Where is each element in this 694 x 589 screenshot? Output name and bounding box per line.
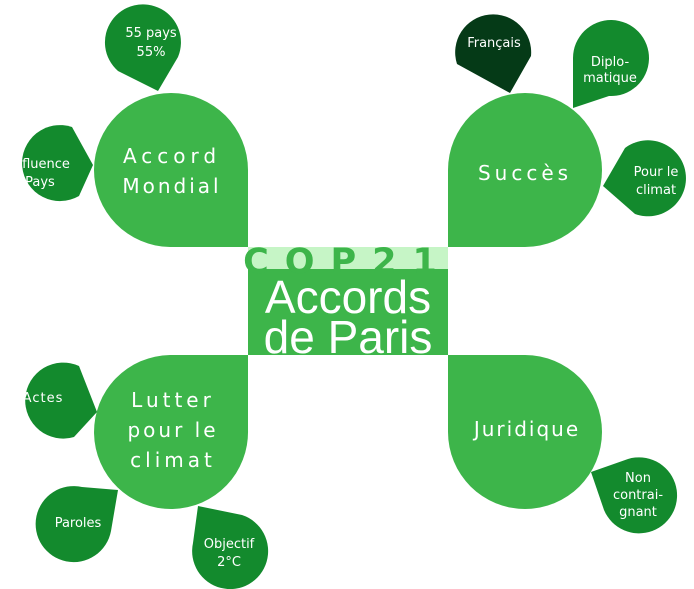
branch-accord-label-1: Accord — [123, 144, 221, 168]
leaf-55-pays-label-2: 55% — [137, 45, 166, 60]
leaf-diplomatique-shape — [573, 20, 649, 108]
leaf-influence-pays: Influence Pays — [10, 125, 93, 202]
branch-accord-label-2: Mondial — [122, 174, 221, 198]
leaf-55-pays-label-1: 55 pays — [125, 26, 177, 41]
branch-juridique: Juridique — [448, 355, 602, 509]
leaf-francais-label: Français — [467, 36, 521, 51]
leaf-influence-label-2: Pays — [25, 175, 55, 190]
branch-lutter-label-2: pour le — [127, 418, 218, 442]
center-title: COP21 — [243, 242, 453, 282]
leaf-paroles-shape — [35, 486, 118, 563]
leaf-diplomatique-label-1: Diplo- — [591, 55, 630, 70]
leaf-objectif-label-1: Objectif — [204, 537, 255, 552]
leaf-objectif: Objectif 2°C — [192, 506, 269, 589]
branch-lutter-label-1: Lutter — [131, 388, 215, 412]
branch-accord-shape — [94, 93, 249, 248]
leaf-non-contraignant: Non contrai- gnant — [591, 457, 678, 534]
branch-juridique-shape — [448, 355, 602, 509]
leaf-actes: Actes — [23, 362, 97, 439]
center-title-band — [248, 247, 448, 269]
branch-juridique-label: Juridique — [472, 417, 580, 441]
leaf-diplomatique-label-2: matique — [583, 71, 637, 86]
leaf-objectif-shape — [192, 506, 269, 589]
leaf-non-contraignant-label-3: gnant — [619, 505, 657, 520]
leaf-pour-le-climat: Pour le climat — [603, 140, 686, 217]
leaf-55-pays-shape — [104, 4, 181, 92]
leaf-francais-shape — [455, 14, 532, 94]
center-line-2: de Paris — [264, 311, 433, 363]
leaf-paroles-label: Paroles — [55, 516, 102, 531]
branch-lutter-label-3: climat — [130, 448, 216, 472]
leaf-pour-le-climat-label-1: Pour le — [634, 165, 679, 180]
branch-succes-shape — [448, 93, 602, 247]
leaf-objectif-label-2: 2°C — [217, 555, 241, 570]
branch-succes-label: Succès — [478, 161, 572, 185]
branch-accord-mondial: Accord Mondial — [94, 93, 249, 248]
leaf-55-pays: 55 pays 55% — [104, 4, 181, 92]
center-node: COP21 Accords de Paris — [243, 242, 453, 363]
branch-lutter-shape — [94, 355, 249, 509]
leaf-pour-le-climat-label-2: climat — [636, 183, 676, 198]
leaf-non-contraignant-label-1: Non — [625, 471, 651, 486]
leaf-paroles: Paroles — [35, 486, 118, 563]
leaf-pour-le-climat-shape — [603, 140, 686, 217]
leaf-influence-shape — [22, 125, 93, 202]
branch-lutter: Lutter pour le climat — [94, 355, 249, 509]
leaf-actes-shape — [25, 362, 97, 439]
leaf-actes-label: Actes — [23, 391, 64, 406]
leaf-diplomatique: Diplo- matique — [573, 20, 649, 108]
leaf-influence-label-1: Influence — [10, 157, 70, 172]
branch-succes: Succès — [448, 93, 602, 247]
leaf-francais: Français — [455, 14, 532, 94]
leaf-non-contraignant-label-2: contrai- — [613, 488, 663, 503]
center-line-1: Accords — [265, 271, 431, 323]
leaf-non-contraignant-shape — [591, 457, 678, 534]
